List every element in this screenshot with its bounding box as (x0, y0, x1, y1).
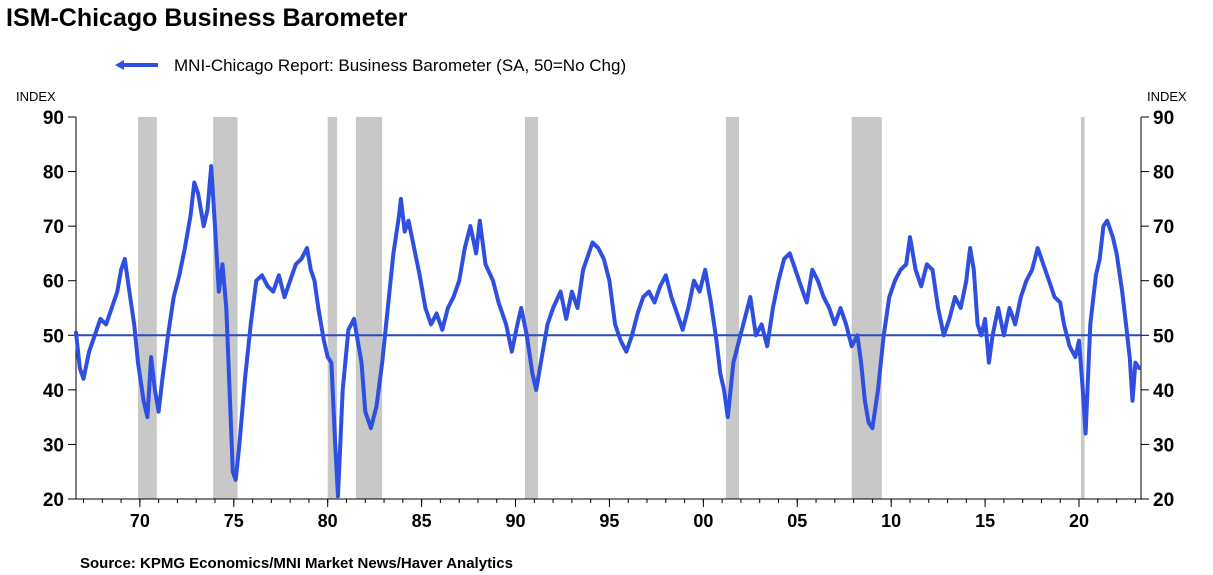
x-tick-label: 15 (975, 511, 995, 531)
y-tick-label-left: 40 (43, 381, 64, 402)
axes: 20 20 30 30 40 40 50 50 60 60 70 70 80 80 90 90 70 75 80 85… (43, 108, 1174, 531)
x-tick-label: 90 (506, 511, 526, 531)
x-tick-label: 70 (130, 511, 150, 531)
x-tick-label: 85 (412, 511, 432, 531)
recession-band (524, 117, 539, 499)
legend: MNI-Chicago Report: Business Barometer (… (115, 56, 626, 75)
y-tick-label-right: 70 (1153, 217, 1174, 238)
y-tick-label-right: 80 (1153, 163, 1174, 184)
x-tick-label: 10 (881, 511, 901, 531)
x-tick-label: 00 (693, 511, 713, 531)
series-group (74, 164, 1142, 499)
recession-band (355, 117, 383, 499)
y-tick-label-left: 80 (43, 163, 64, 184)
y-tick-label-right: 50 (1153, 326, 1174, 347)
y-axis-label-left: INDEX (16, 89, 56, 104)
y-tick-label-right: 20 (1153, 490, 1174, 511)
recession-band (327, 117, 338, 499)
recession-band (137, 117, 157, 499)
x-tick-label: 75 (224, 511, 244, 531)
recession-band (851, 117, 882, 499)
y-tick-label-left: 60 (43, 272, 64, 293)
chart-title: ISM-Chicago Business Barometer (6, 4, 408, 32)
recession-band (725, 117, 740, 499)
x-tick-label: 05 (787, 511, 807, 531)
x-tick-label: 80 (318, 511, 338, 531)
x-tick-label: 20 (1069, 511, 1089, 531)
y-tick-label-left: 90 (43, 108, 64, 129)
y-axis-label-right: INDEX (1147, 89, 1187, 104)
series-line (74, 164, 1142, 499)
x-tick-label: 95 (599, 511, 619, 531)
recession-band (1080, 117, 1085, 499)
y-tick-label-left: 70 (43, 217, 64, 238)
chart-source: Source: KPMG Economics/MNI Market News/H… (80, 555, 513, 572)
y-tick-label-left: 20 (43, 490, 64, 511)
y-tick-label-right: 30 (1153, 435, 1174, 456)
y-tick-label-left: 30 (43, 435, 64, 456)
y-tick-label-left: 50 (43, 326, 64, 347)
y-tick-label-right: 60 (1153, 272, 1174, 293)
y-tick-label-right: 90 (1153, 108, 1174, 129)
legend-arrow-icon (115, 60, 124, 70)
legend-entry: MNI-Chicago Report: Business Barometer (… (174, 56, 626, 75)
y-tick-label-right: 40 (1153, 381, 1174, 402)
